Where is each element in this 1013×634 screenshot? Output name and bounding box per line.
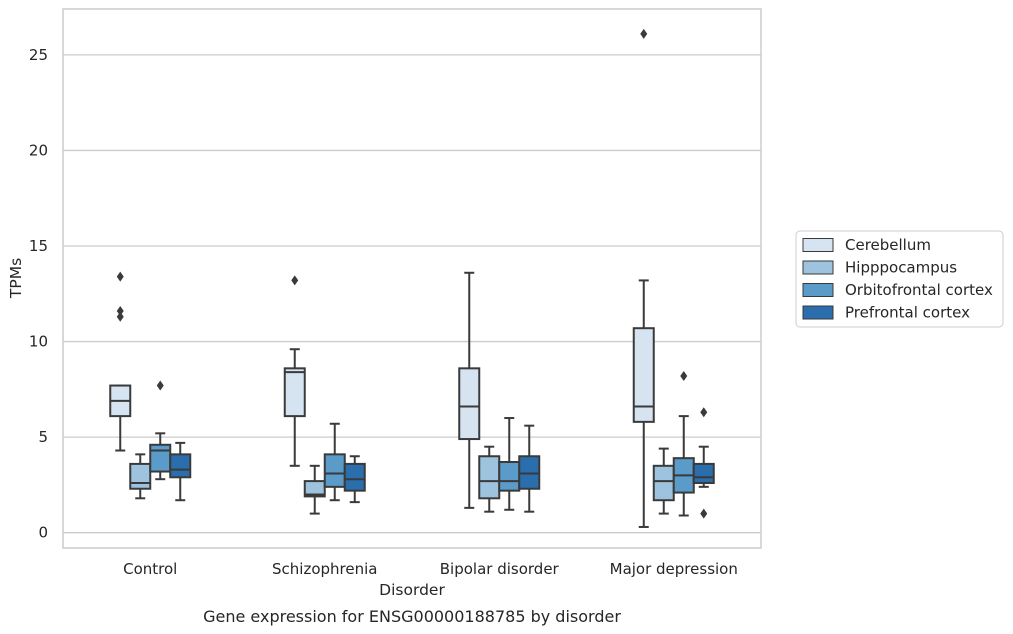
legend-items: Cerebellum Hipppocampus Orbitofrontal cort… <box>802 236 993 322</box>
legend-label: Orbitofrontal cortex <box>845 281 993 299</box>
box-0-2 <box>149 380 172 481</box>
chart-caption: Gene expression for ENSG00000188785 by d… <box>203 607 621 626</box>
y-tick-label: 15 <box>29 237 48 255</box>
legend-swatch <box>802 283 834 297</box>
outlier-point <box>116 305 124 316</box>
box-0-0 <box>109 271 132 452</box>
x-axis-label: Disorder <box>379 581 445 599</box>
x-tick-label: Major depression <box>610 560 738 578</box>
boxes <box>109 28 715 528</box>
grid-lines <box>63 54 761 534</box>
box-3-3 <box>692 407 715 519</box>
legend: Cerebellum Hipppocampus Orbitofrontal cort… <box>795 230 1004 328</box>
box-2-2 <box>498 417 521 511</box>
outlier-point <box>640 28 648 39</box>
y-tick-label: 10 <box>29 333 48 351</box>
box-body <box>129 462 152 490</box>
box-body <box>323 453 346 488</box>
outlier-point <box>116 271 124 282</box>
box-1-1 <box>303 464 326 515</box>
box-body <box>283 367 306 418</box>
box-1-3 <box>343 455 366 504</box>
box-3-1 <box>652 447 675 515</box>
outlier-point <box>291 275 299 286</box>
outlier-point <box>680 370 688 381</box>
box-body <box>169 453 192 479</box>
legend-swatch <box>802 305 834 320</box>
box-body <box>692 462 715 485</box>
y-tick-label: 20 <box>29 141 48 159</box>
legend-label: Prefrontal cortex <box>845 304 970 322</box>
box-1-0 <box>283 275 306 467</box>
legend-label: Hipppocampus <box>845 259 957 277</box>
box-body <box>458 367 481 441</box>
box-2-3 <box>518 424 541 513</box>
box-0-3 <box>169 441 192 502</box>
legend-frame <box>795 230 1004 328</box>
y-tick-label: 0 <box>38 524 48 542</box>
legend-label: Cerebellum <box>845 236 931 254</box>
legend-swatch <box>802 260 834 275</box>
box-body <box>652 464 675 502</box>
legend-swatch <box>802 238 834 252</box>
box-body <box>343 462 366 492</box>
box-0-1 <box>129 453 152 500</box>
outlier-point <box>700 407 708 418</box>
box-body <box>498 460 521 492</box>
y-tick-label: 5 <box>38 428 48 446</box>
box-body <box>478 455 501 500</box>
box-body <box>632 327 655 423</box>
y-tick-label: 25 <box>29 46 48 64</box>
x-tick-label: Schizophrenia <box>272 560 377 578</box>
box-3-0 <box>632 28 655 528</box>
outlier-point <box>116 311 124 322</box>
box-2-0 <box>458 271 481 509</box>
box-body <box>303 480 326 498</box>
y-axis-label: TPMs <box>7 258 25 299</box>
outlier-point <box>156 380 164 391</box>
outlier-point <box>700 508 708 519</box>
box-3-2 <box>672 370 695 517</box>
box-2-1 <box>478 445 501 513</box>
box-body <box>149 443 172 473</box>
y-tick-labels: 0 5 10 15 20 25 <box>29 46 48 542</box>
plot-area-frame <box>62 8 762 549</box>
x-tick-labels: Control Schizophrenia Bipolar disorder Majo… <box>123 560 738 578</box>
x-tick-label: Control <box>123 560 177 578</box>
box-1-2 <box>323 422 346 502</box>
x-tick-label: Bipolar disorder <box>440 560 560 578</box>
